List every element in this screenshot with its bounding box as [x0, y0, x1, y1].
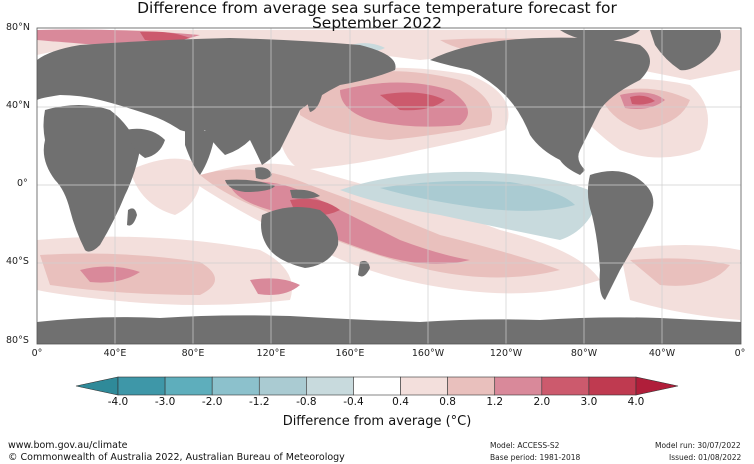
lon-label-80w: 80°W [570, 348, 598, 359]
colorbar-tick-label: 2.0 [533, 396, 551, 408]
chart-title-line1: Difference from average sea surface temp… [137, 0, 617, 17]
lon-label-0: 0° [31, 348, 43, 359]
colorbar-tick-label: -0.8 [296, 396, 317, 408]
greenland [650, 30, 721, 71]
lat-label-40n: 40°N [6, 100, 30, 111]
lon-label-80e: 80°E [181, 348, 205, 359]
antarctica [37, 315, 741, 344]
colorbar-segment [353, 376, 401, 396]
lon-label-40w: 40°W [648, 348, 676, 359]
indonesia [225, 179, 275, 192]
colorbar-tick-label: 3.0 [580, 396, 598, 408]
lon-label-40e: 40°E [103, 348, 127, 359]
colorbar-segment [588, 376, 637, 396]
lon-label-160w: 160°W [411, 348, 445, 359]
colorbar-tick-label: -0.4 [343, 396, 364, 408]
chart-title-line2: September 2022 [311, 14, 443, 32]
anomaly-cool-moderate [380, 180, 575, 211]
colorbar-segment [117, 376, 166, 396]
lat-label-40s: 40°S [6, 256, 29, 267]
lon-label-120w: 120°W [489, 348, 523, 359]
arctic-islands [560, 30, 640, 42]
australia [261, 206, 339, 268]
footer-copyright: © Commonwealth of Australia 2022, Austra… [8, 452, 345, 463]
footer-url: www.bom.gov.au/climate [8, 440, 128, 451]
colorbar-segment [494, 376, 543, 396]
colorbar-tick-label: -1.2 [249, 396, 270, 408]
lat-label-0: 0° [17, 178, 28, 189]
colorbar-segment [447, 376, 496, 396]
colorbar [75, 376, 679, 396]
colorbar-tick-label: 1.2 [486, 396, 504, 408]
footer-base-period: Base period: 1981-2018 [490, 453, 581, 462]
colorbar-tick-label: 0.4 [392, 396, 409, 408]
land [37, 30, 741, 344]
colorbar-tick-label: -4.0 [107, 396, 129, 408]
africa [43, 105, 140, 252]
colorbar-segment [400, 376, 448, 396]
footer-model: Model: ACCESS-S2 [490, 441, 560, 450]
colorbar-tick-label: 4.0 [627, 396, 645, 408]
lon-label-120e: 120°E [256, 348, 286, 359]
colorbar-title: Difference from average (°C) [282, 414, 472, 429]
colorbar-tick-label: -3.0 [154, 396, 176, 408]
colorbar-segment [211, 376, 260, 396]
madagascar [127, 208, 137, 226]
lon-label-160e: 160°E [335, 348, 365, 359]
colorbar-under-arrow [75, 376, 119, 396]
map-frame [36, 27, 742, 345]
new-zealand [358, 260, 370, 277]
new-guinea [290, 189, 320, 199]
footer-model-run: Model run: 30/07/2022 [655, 441, 741, 450]
colorbar-tick-label: -2.0 [201, 396, 223, 408]
colorbar-tick-label: 0.8 [439, 396, 456, 408]
footer-issued: Issued: 01/08/2022 [669, 453, 742, 462]
borneo [255, 167, 272, 180]
eurasia [37, 38, 396, 165]
india [185, 129, 215, 175]
colorbar-segment [541, 376, 590, 396]
colorbar-over-arrow [635, 376, 679, 396]
colorbar-segment [164, 376, 213, 396]
south-america [587, 171, 654, 300]
lon-label-0-end: 0° [734, 348, 746, 359]
arabia [125, 128, 165, 158]
north-america [430, 37, 650, 175]
lat-label-80n: 80°N [6, 22, 30, 33]
japan [307, 88, 322, 112]
colorbar-segment [306, 376, 354, 396]
british-isles [37, 69, 40, 80]
lat-label-80s: 80°S [6, 335, 29, 346]
graticule [37, 28, 741, 344]
colorbar-segment [258, 376, 307, 396]
